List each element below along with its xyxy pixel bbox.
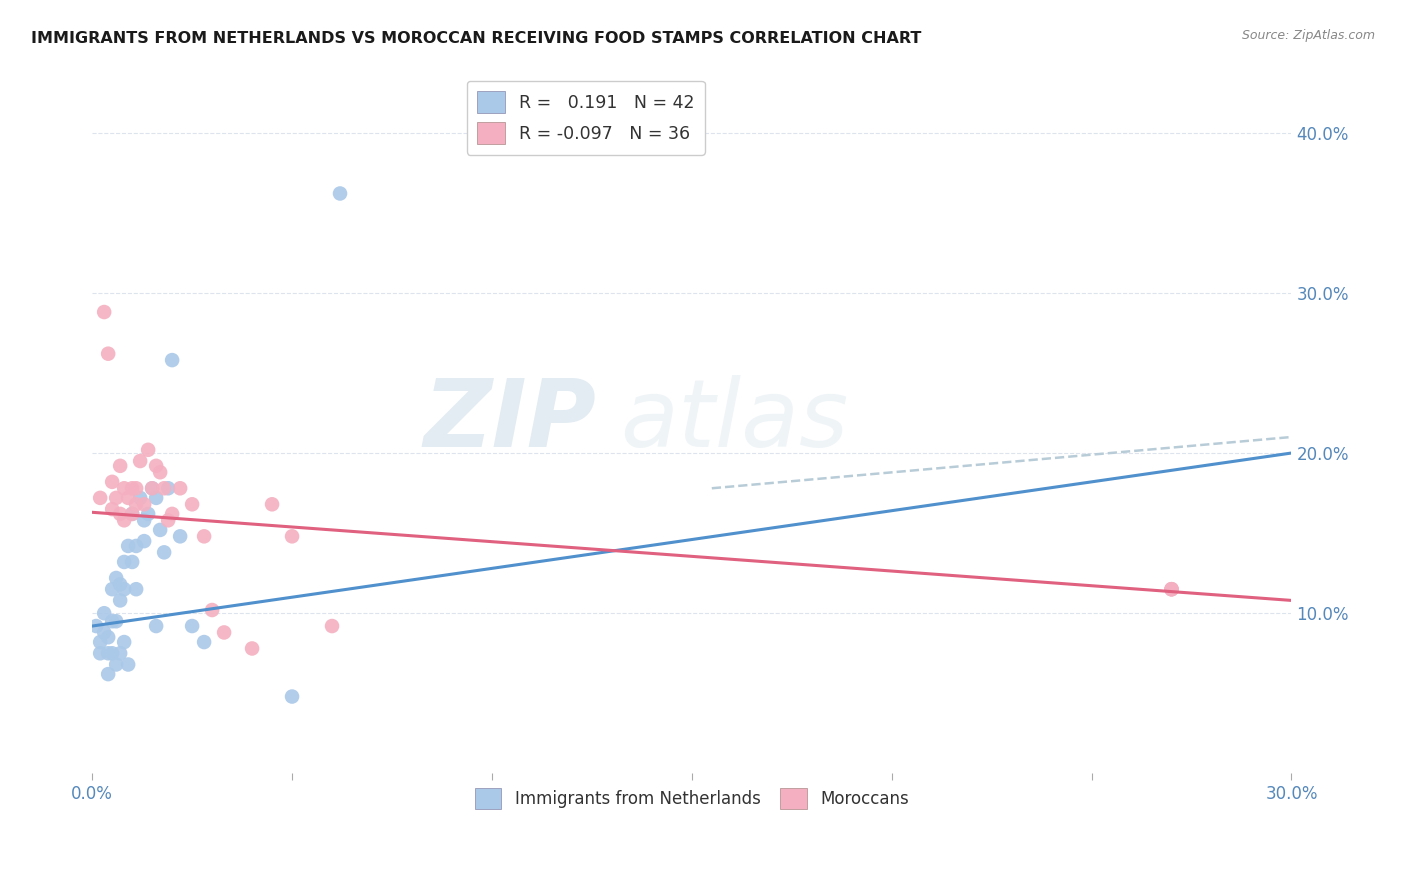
Point — [169, 481, 191, 495]
Point — [157, 481, 180, 495]
Point — [193, 635, 215, 649]
Point — [89, 491, 111, 505]
Point — [112, 555, 135, 569]
Point — [89, 646, 111, 660]
Point — [112, 582, 135, 597]
Point — [93, 606, 115, 620]
Point — [101, 614, 124, 628]
Point — [125, 481, 148, 495]
Point — [160, 507, 183, 521]
Point — [101, 582, 124, 597]
Point — [212, 625, 235, 640]
Point — [97, 630, 120, 644]
Point — [169, 529, 191, 543]
Point — [149, 465, 172, 479]
Point — [134, 534, 156, 549]
Point — [129, 454, 152, 468]
Point — [141, 481, 163, 495]
Point — [121, 507, 143, 521]
Point — [108, 593, 131, 607]
Point — [329, 186, 352, 201]
Point — [97, 347, 120, 361]
Point — [112, 635, 135, 649]
Point — [112, 513, 135, 527]
Point — [121, 555, 143, 569]
Point — [108, 458, 131, 473]
Point — [108, 577, 131, 591]
Point — [136, 442, 159, 457]
Point — [181, 497, 204, 511]
Point — [281, 529, 304, 543]
Point — [240, 641, 263, 656]
Point — [108, 646, 131, 660]
Point — [125, 539, 148, 553]
Point — [160, 353, 183, 368]
Point — [193, 529, 215, 543]
Point — [153, 481, 176, 495]
Point — [89, 635, 111, 649]
Point — [136, 507, 159, 521]
Point — [97, 667, 120, 681]
Text: ZIP: ZIP — [423, 375, 596, 467]
Point — [141, 481, 163, 495]
Point — [101, 646, 124, 660]
Point — [105, 491, 128, 505]
Point — [145, 619, 167, 633]
Text: Source: ZipAtlas.com: Source: ZipAtlas.com — [1241, 29, 1375, 42]
Point — [1160, 582, 1182, 597]
Point — [117, 657, 139, 672]
Point — [134, 513, 156, 527]
Point — [84, 619, 107, 633]
Point — [112, 481, 135, 495]
Point — [1160, 582, 1182, 597]
Point — [108, 507, 131, 521]
Point — [181, 619, 204, 633]
Point — [101, 475, 124, 489]
Text: IMMIGRANTS FROM NETHERLANDS VS MOROCCAN RECEIVING FOOD STAMPS CORRELATION CHART: IMMIGRANTS FROM NETHERLANDS VS MOROCCAN … — [31, 31, 921, 46]
Point — [149, 523, 172, 537]
Point — [145, 491, 167, 505]
Legend: Immigrants from Netherlands, Moroccans: Immigrants from Netherlands, Moroccans — [468, 781, 915, 816]
Point — [281, 690, 304, 704]
Point — [125, 497, 148, 511]
Point — [93, 625, 115, 640]
Text: atlas: atlas — [620, 376, 848, 467]
Point — [105, 657, 128, 672]
Point — [101, 502, 124, 516]
Point — [121, 481, 143, 495]
Point — [97, 646, 120, 660]
Point — [201, 603, 224, 617]
Point — [321, 619, 343, 633]
Point — [117, 491, 139, 505]
Point — [93, 305, 115, 319]
Point — [125, 582, 148, 597]
Point — [1160, 582, 1182, 597]
Point — [117, 539, 139, 553]
Point — [262, 497, 284, 511]
Point — [105, 571, 128, 585]
Point — [105, 614, 128, 628]
Point — [157, 513, 180, 527]
Point — [153, 545, 176, 559]
Point — [134, 497, 156, 511]
Point — [129, 491, 152, 505]
Point — [145, 458, 167, 473]
Point — [121, 507, 143, 521]
